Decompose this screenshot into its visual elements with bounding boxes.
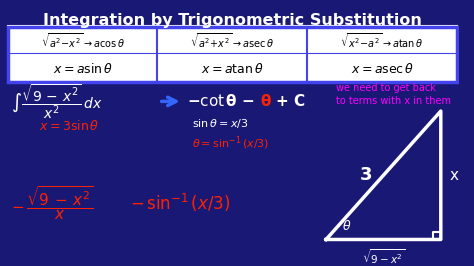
Text: $\sqrt{9 - x^2}$: $\sqrt{9 - x^2}$ bbox=[362, 248, 405, 266]
Text: x: x bbox=[450, 168, 459, 183]
Text: $x = a\sec\theta$: $x = a\sec\theta$ bbox=[351, 62, 414, 76]
Text: $\sqrt{a^2\!-\!x^2} \rightarrow a\cos\theta$: $\sqrt{a^2\!-\!x^2} \rightarrow a\cos\th… bbox=[41, 31, 125, 50]
Text: $-\,\dfrac{\sqrt{9\,-\,x^2}}{x}$: $-\,\dfrac{\sqrt{9\,-\,x^2}}{x}$ bbox=[10, 184, 93, 222]
Text: $\theta$: $\theta$ bbox=[342, 219, 352, 233]
Text: $\mathbf{\theta}$: $\mathbf{\theta}$ bbox=[260, 93, 272, 109]
Text: $\theta = \sin^{-1}(x/3)$: $\theta = \sin^{-1}(x/3)$ bbox=[192, 134, 270, 152]
Text: $-\,\sin^{-1}(x/3)$: $-\,\sin^{-1}(x/3)$ bbox=[130, 192, 231, 214]
Text: $x = 3\sin\theta$: $x = 3\sin\theta$ bbox=[39, 119, 100, 132]
Text: $\sqrt{x^2\!-\!a^2} \rightarrow a\tan\theta$: $\sqrt{x^2\!-\!a^2} \rightarrow a\tan\th… bbox=[340, 31, 424, 50]
Text: $\sqrt{a^2\!+\!x^2} \rightarrow a\sec\theta$: $\sqrt{a^2\!+\!x^2} \rightarrow a\sec\th… bbox=[191, 31, 274, 50]
Text: Integration by Trigonometric Substitution: Integration by Trigonometric Substitutio… bbox=[43, 13, 422, 28]
Text: 3: 3 bbox=[360, 166, 373, 184]
Text: $\sin\theta = x/3$: $\sin\theta = x/3$ bbox=[192, 117, 249, 130]
Text: $\mathbf{-\cot\theta\,-\,}$: $\mathbf{-\cot\theta\,-\,}$ bbox=[187, 93, 255, 109]
Text: $\mathbf{\,+\,C}$: $\mathbf{\,+\,C}$ bbox=[270, 93, 306, 109]
Text: $x = a\tan\theta$: $x = a\tan\theta$ bbox=[201, 62, 264, 76]
Text: $\int\dfrac{\sqrt{9\,-\,x^2}}{x^2}\,dx$: $\int\dfrac{\sqrt{9\,-\,x^2}}{x^2}\,dx$ bbox=[10, 82, 102, 121]
Text: $x = a\sin\theta$: $x = a\sin\theta$ bbox=[53, 62, 113, 76]
Text: we need to get back
to terms with x in them: we need to get back to terms with x in t… bbox=[336, 83, 451, 106]
Bar bbox=[8, 27, 457, 82]
